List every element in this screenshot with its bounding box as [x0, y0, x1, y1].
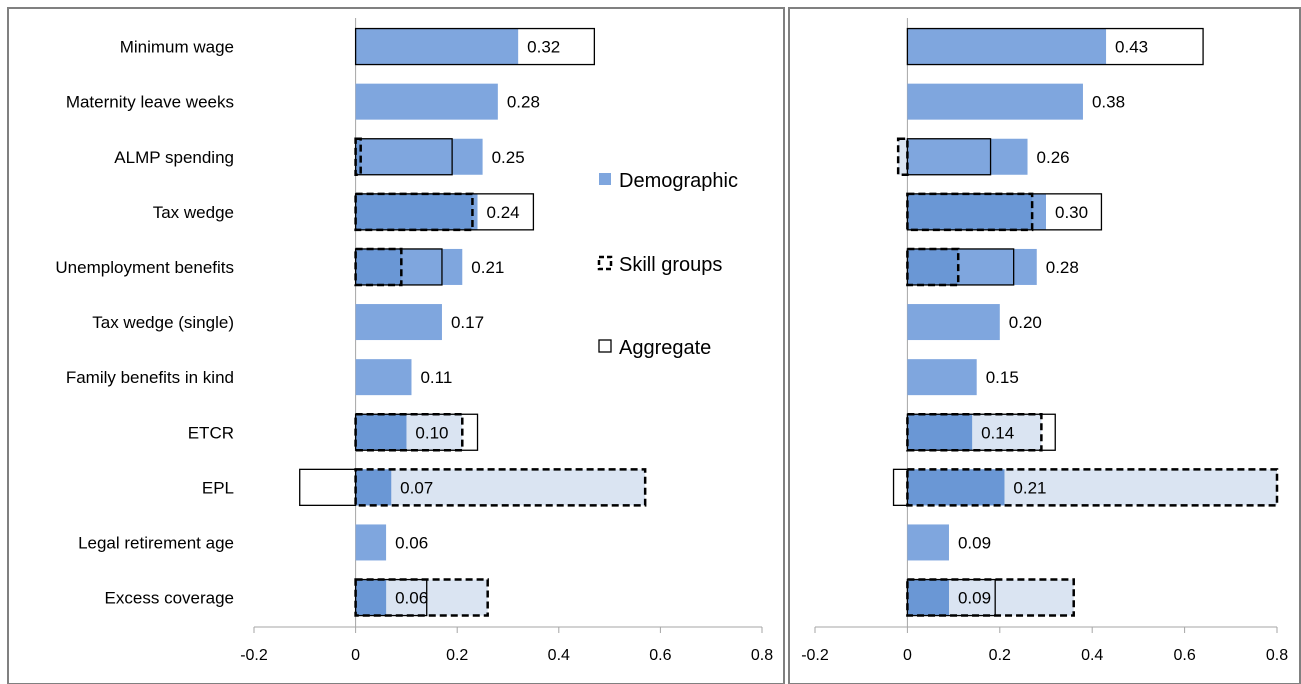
value-label: 0.11 [420, 368, 452, 387]
value-label: 0.14 [981, 423, 1014, 442]
demographic-bar [355, 359, 412, 396]
demographic-bar [907, 28, 1107, 65]
demographic-bar [907, 524, 949, 561]
left-panel: 0.32 Minimum wage 0.28 Maternity leave week… [55, 18, 773, 664]
category-label: Minimum wage [120, 38, 234, 57]
value-label: 0.28 [1046, 258, 1079, 277]
value-label: 0.09 [958, 533, 991, 552]
demographic-bar [355, 304, 442, 341]
aggregate-bar [354, 578, 428, 617]
overlap-shade [355, 469, 392, 506]
category-label: EPL [202, 478, 234, 497]
aggregate-bar [299, 468, 357, 507]
legend-label: Skill groups [619, 254, 722, 276]
category-label: Tax wedge [153, 203, 234, 222]
aggregate-bar [906, 248, 1015, 286]
value-label: 0.07 [400, 478, 433, 497]
overlap-shade [907, 414, 973, 451]
value-label: 0.17 [451, 313, 484, 332]
overlap-shade [355, 193, 473, 230]
aggregate-bar [906, 193, 1103, 231]
value-label: 0.25 [492, 148, 525, 167]
overlap-shade [907, 248, 959, 285]
demographic-bar [907, 304, 1000, 341]
x-tick-label: 0.6 [649, 647, 671, 664]
x-tick-label: 0 [351, 647, 360, 664]
overlap-shade [355, 414, 407, 451]
category-label: Tax wedge (single) [92, 313, 234, 332]
x-tick-label: 0 [903, 647, 912, 664]
overlap-shade [355, 138, 361, 175]
x-tick-label: 0.2 [446, 647, 468, 664]
value-label: 0.28 [507, 93, 540, 112]
category-label: ALMP spending [114, 148, 234, 167]
value-label: 0.15 [986, 368, 1019, 387]
demographic-bar [907, 359, 977, 396]
aggregate-bar [906, 578, 996, 617]
legend-label: Demographic [619, 170, 738, 192]
x-tick-label: -0.2 [240, 647, 268, 664]
overlap-shade [355, 248, 402, 285]
value-label: 0.30 [1055, 203, 1088, 222]
aggregate-bar [892, 468, 909, 507]
value-label: 0.43 [1115, 38, 1148, 57]
value-label: 0.09 [958, 589, 991, 608]
value-label: 0.06 [395, 533, 428, 552]
category-label: Family benefits in kind [66, 368, 234, 387]
value-label: 0.32 [527, 38, 560, 57]
aggregate-bar [354, 138, 453, 176]
category-label: Excess coverage [105, 589, 234, 608]
value-label: 0.06 [395, 589, 428, 608]
demographic-bar [355, 83, 498, 120]
overlap-shade [907, 579, 949, 616]
aggregate-bar [354, 248, 443, 286]
category-label: Legal retirement age [78, 533, 234, 552]
x-tick-label: 0.8 [751, 647, 773, 664]
x-tick-label: 0.8 [1266, 647, 1288, 664]
legend-label: Aggregate [619, 337, 711, 359]
value-label: 0.21 [471, 258, 504, 277]
left-panel-frame [7, 7, 785, 684]
legend-swatch-demographic [599, 173, 611, 185]
skill-groups-fill [355, 469, 646, 506]
legend-swatch-aggregate [598, 339, 612, 353]
value-label: 0.38 [1092, 93, 1125, 112]
category-label: Unemployment benefits [55, 258, 234, 277]
x-tick-label: 0.4 [548, 647, 570, 664]
category-label: Maternity leave weeks [66, 93, 234, 112]
legend: Demographic Skill groups Aggregate [597, 170, 738, 359]
value-label: 0.20 [1009, 313, 1042, 332]
overlap-shade [907, 469, 1005, 506]
right-panel: 0.430.380.260.300.280.200.150.140.210.09… [801, 18, 1288, 664]
demographic-bar [355, 138, 483, 175]
aggregate-bar [354, 413, 479, 451]
overlap-shade [907, 193, 1033, 230]
skill-groups-fill [898, 138, 908, 175]
aggregate-bar [354, 27, 596, 66]
value-label: 0.21 [1013, 478, 1046, 497]
aggregate-bar [906, 27, 1204, 66]
aggregate-bar [354, 193, 535, 231]
category-label: ETCR [188, 423, 234, 442]
aggregate-bar [906, 413, 1056, 451]
x-tick-label: -0.2 [801, 647, 829, 664]
legend-swatch-skill-groups [597, 255, 613, 271]
x-tick-label: 0.4 [1081, 647, 1103, 664]
value-label: 0.26 [1037, 148, 1070, 167]
x-tick-label: 0.2 [989, 647, 1011, 664]
right-panel-frame [788, 7, 1301, 684]
overlap-shade [355, 579, 387, 616]
demographic-bar [355, 28, 519, 65]
value-label: 0.24 [487, 203, 520, 222]
x-tick-label: 0.6 [1173, 647, 1195, 664]
demographic-bar [355, 524, 387, 561]
demographic-bar [907, 138, 1028, 175]
aggregate-bar [906, 138, 992, 176]
demographic-bar [907, 83, 1083, 120]
value-label: 0.10 [415, 423, 448, 442]
